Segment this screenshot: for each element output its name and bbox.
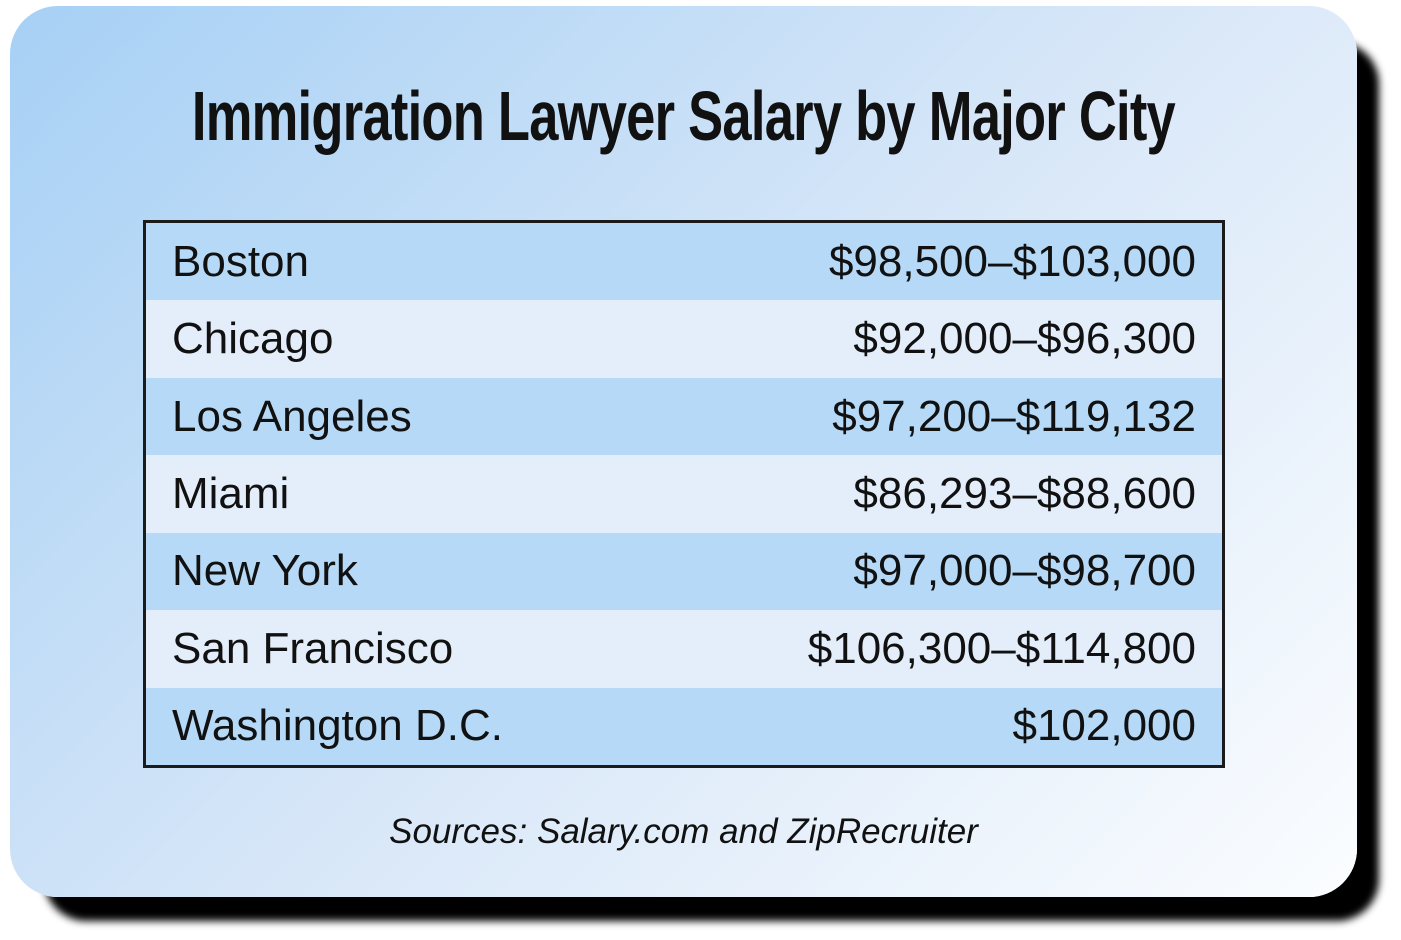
table-row: Miami $86,293–$88,600 [146,455,1222,533]
table-row: Washington D.C. $102,000 [146,687,1222,765]
salary-range-cell: $92,000–$96,300 [853,314,1196,364]
table-row: Boston $98,500–$103,000 [146,223,1222,301]
salary-range-cell: $98,500–$103,000 [828,236,1196,286]
city-cell: Washington D.C. [172,701,503,751]
table-row: Chicago $92,000–$96,300 [146,300,1222,378]
salary-range-cell: $86,293–$88,600 [853,468,1196,518]
salary-range-cell: $97,000–$98,700 [853,546,1196,596]
city-cell: San Francisco [172,623,454,673]
source-note: Sources: Salary.com and ZipRecruiter [389,812,978,851]
city-cell: Los Angeles [172,391,412,441]
salary-range-cell: $102,000 [1012,701,1196,751]
city-cell: Miami [172,468,290,518]
table-row: New York $97,000–$98,700 [146,532,1222,611]
page-title: Immigration Lawyer Salary by Major City [191,77,1176,155]
table-row: San Francisco $106,300–$114,800 [146,610,1222,688]
table-row: Los Angeles $97,200–$119,132 [146,377,1222,456]
salary-info-card: Immigration Lawyer Salary by Major City … [10,6,1357,897]
title-wrap: Immigration Lawyer Salary by Major City [10,77,1357,155]
city-cell: New York [172,546,358,596]
salary-table: Boston $98,500–$103,000 Chicago $92,000–… [143,220,1225,768]
salary-range-cell: $97,200–$119,132 [832,391,1196,441]
city-cell: Chicago [172,314,334,364]
city-cell: Boston [172,236,309,286]
salary-range-cell: $106,300–$114,800 [807,623,1196,673]
